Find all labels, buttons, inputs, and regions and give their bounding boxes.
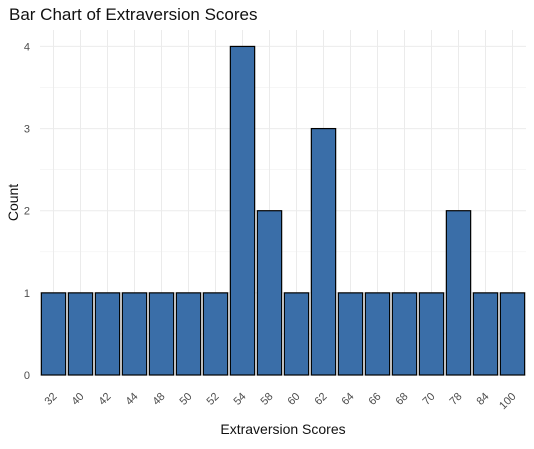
bar [391, 292, 418, 376]
bar [175, 292, 202, 376]
x-tick-label: 40 [69, 391, 86, 408]
y-tick-label: 3 [24, 124, 30, 136]
x-tick-label: 60 [285, 391, 302, 408]
bars [40, 45, 526, 376]
x-tick-label: 68 [393, 391, 410, 408]
bar [472, 292, 499, 376]
x-tick-label: 78 [447, 391, 464, 408]
bar [337, 292, 364, 376]
x-tick-label: 58 [258, 391, 275, 408]
x-tick-label: 64 [339, 391, 356, 408]
x-tick-labels: 32 40 42 44 48 50 52 54 58 60 62 64 66 68 70 78 84 100 [42, 391, 518, 412]
bar [256, 210, 283, 376]
x-tick-label: 54 [231, 391, 248, 408]
bar [121, 292, 148, 376]
x-tick-label: 32 [42, 391, 59, 408]
bar [94, 292, 121, 376]
y-tick-label: 2 [24, 206, 30, 218]
bar [67, 292, 94, 376]
x-tick-label: 100 [497, 391, 518, 412]
x-tick-label: 62 [312, 391, 329, 408]
bar [445, 210, 472, 376]
bar [499, 292, 526, 376]
y-tick-label: 4 [24, 41, 30, 53]
x-tick-label: 66 [366, 391, 383, 408]
bar [310, 127, 337, 376]
bar [148, 292, 175, 376]
y-tick-label: 0 [24, 370, 30, 382]
x-tick-label: 70 [420, 391, 437, 408]
x-tick-label: 50 [177, 391, 194, 408]
bar [40, 292, 67, 376]
y-tick-label: 1 [24, 288, 30, 300]
bar [364, 292, 391, 376]
x-axis-title: Extraversion Scores [220, 421, 345, 437]
bar [418, 292, 445, 376]
x-tick-label: 44 [123, 391, 140, 408]
y-axis-title: Count [5, 184, 21, 221]
x-tick-label: 48 [150, 391, 167, 408]
x-tick-label: 52 [204, 391, 221, 408]
chart-title: Bar Chart of Extraversion Scores [9, 5, 258, 24]
bar [283, 292, 310, 376]
y-tick-labels: 0 1 2 3 4 [24, 41, 30, 382]
x-tick-label: 84 [474, 391, 491, 408]
bar [202, 292, 229, 376]
bar [229, 45, 256, 376]
x-tick-label: 42 [96, 391, 113, 408]
